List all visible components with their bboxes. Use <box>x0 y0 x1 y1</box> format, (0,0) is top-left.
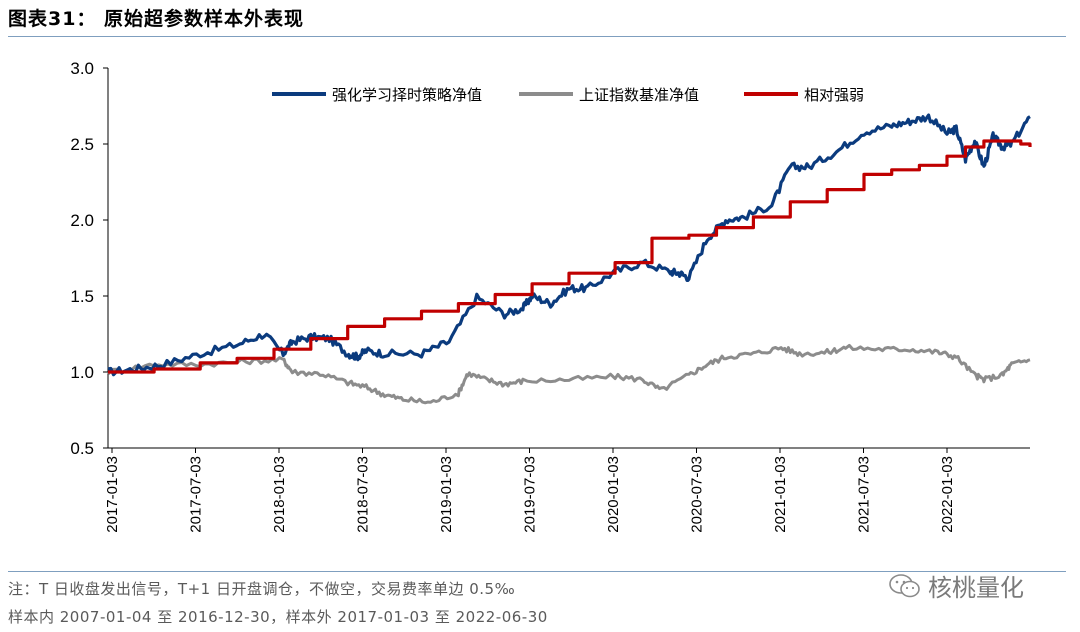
notes-divider <box>8 571 1066 572</box>
x-tick-label: 2017-01-03 <box>104 456 121 533</box>
chart-lines <box>106 113 1032 405</box>
page-title: 图表31： 原始超参数样本外表现 <box>8 8 305 30</box>
y-tick-label: 2.5 <box>70 135 94 154</box>
y-tick-label: 1.5 <box>70 287 94 306</box>
series-line-1 <box>107 113 1031 377</box>
wechat-icon <box>889 573 920 597</box>
x-tick-label: 2020-01-03 <box>605 456 622 533</box>
series-line-2 <box>106 343 1031 405</box>
x-tick-label: 2019-01-03 <box>438 456 455 533</box>
y-tick-label: 2.0 <box>70 211 94 230</box>
chart-legend: 强化学习择时策略净值 上证指数基准净值 相对强弱 <box>272 86 864 104</box>
footnote-signal: 注：T 日收盘发出信号，T+1 日开盘调仓，不做空，交易费率单边 0.5‰ <box>8 580 516 598</box>
x-tick-label: 2021-07-03 <box>856 456 873 533</box>
footnote-sample: 样本内 2007-01-04 至 2016-12-30，样本外 2017-01-… <box>8 608 548 626</box>
x-tick-label: 2018-07-03 <box>355 456 372 533</box>
x-tick-label: 2022-01-03 <box>939 456 956 533</box>
legend-label: 上证指数基准净值 <box>579 86 699 104</box>
x-tick-label: 2017-07-03 <box>188 456 205 533</box>
watermark: 核桃量化 <box>888 568 1024 603</box>
x-tick-label: 2019-07-03 <box>522 456 539 533</box>
title-divider <box>8 36 1066 37</box>
x-tick-label: 2021-01-03 <box>772 456 789 533</box>
y-tick-label: 3.0 <box>70 59 94 78</box>
x-tick-label: 2020-07-03 <box>689 456 706 533</box>
x-tick-label: 2018-01-03 <box>271 456 288 533</box>
legend-label: 强化学习择时策略净值 <box>332 86 482 104</box>
watermark-text: 核桃量化 <box>928 574 1024 602</box>
line-chart: 3.0 2.5 2.0 1.5 1.0 0.5 2017-01-03 2017-07-03 20… <box>70 59 1032 533</box>
y-tick-label: 0.5 <box>70 439 94 458</box>
y-tick-label: 1.0 <box>70 363 94 382</box>
legend-label: 相对强弱 <box>804 86 864 104</box>
series-line-3 <box>108 139 1032 374</box>
chart-axes: 3.0 2.5 2.0 1.5 1.0 0.5 2017-01-03 2017-07-03 20… <box>70 59 1030 533</box>
